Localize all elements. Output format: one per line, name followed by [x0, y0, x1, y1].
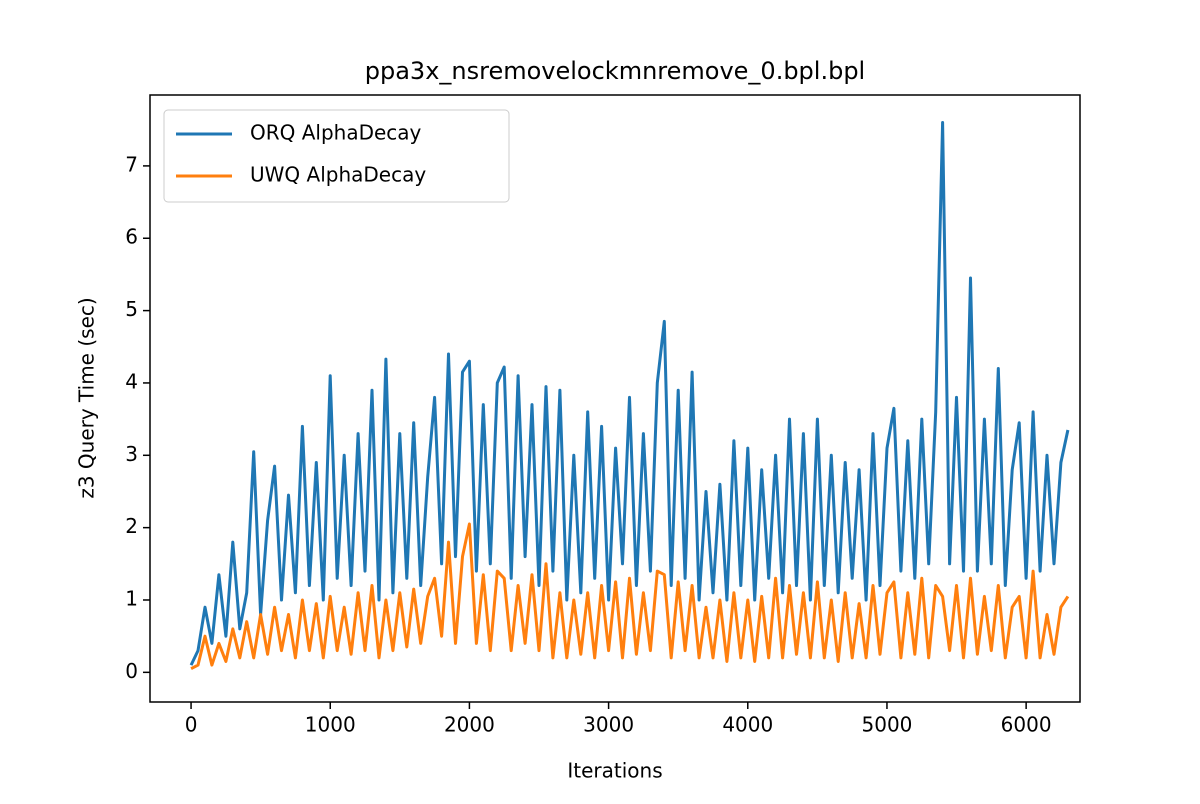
y-axis-label: z3 Query Time (sec) [75, 297, 99, 498]
x-tick-label: 3000 [583, 713, 634, 737]
line-series [189, 121, 1070, 666]
x-tick-label: 6000 [1001, 713, 1052, 737]
y-tick-label: 4 [125, 369, 138, 393]
line-series [190, 522, 1070, 671]
y-tick-label: 3 [125, 442, 138, 466]
y-tick-label: 2 [125, 514, 138, 538]
legend-label: UWQ AlphaDecay [250, 163, 426, 187]
x-tick-label: 4000 [722, 713, 773, 737]
y-tick-label: 5 [125, 297, 138, 321]
legend-label: ORQ AlphaDecay [250, 121, 422, 145]
plot-frame [149, 94, 1081, 703]
legend-box [163, 109, 510, 203]
x-tick-label: 1000 [305, 713, 356, 737]
x-tick-label: 0 [185, 713, 198, 737]
chart-title: ppa3x_nsremovelockmnremove_0.bpl.bpl [365, 57, 865, 85]
y-tick-label: 7 [125, 152, 138, 176]
x-tick-label: 5000 [862, 713, 913, 737]
y-tick-label: 6 [125, 225, 138, 249]
x-tick-label: 2000 [444, 713, 495, 737]
y-tick-label: 1 [125, 586, 138, 610]
y-tick-label: 0 [125, 659, 138, 683]
x-axis-label: Iterations [567, 759, 662, 783]
